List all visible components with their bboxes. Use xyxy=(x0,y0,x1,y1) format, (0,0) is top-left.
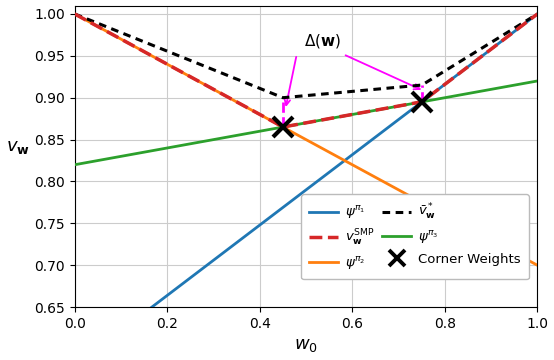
Y-axis label: $v_{\mathbf{w}}$: $v_{\mathbf{w}}$ xyxy=(6,138,29,156)
X-axis label: $w_0$: $w_0$ xyxy=(294,337,318,355)
Text: $\Delta(\mathbf{w})$: $\Delta(\mathbf{w})$ xyxy=(304,32,341,50)
Legend: $\psi^{\pi_1}$, $v^{\mathrm{SMP}}_{\mathbf{w}}$, $\psi^{\pi_2}$, $\bar{v}^*_{\ma: $\psi^{\pi_1}$, $v^{\mathrm{SMP}}_{\math… xyxy=(301,194,529,279)
